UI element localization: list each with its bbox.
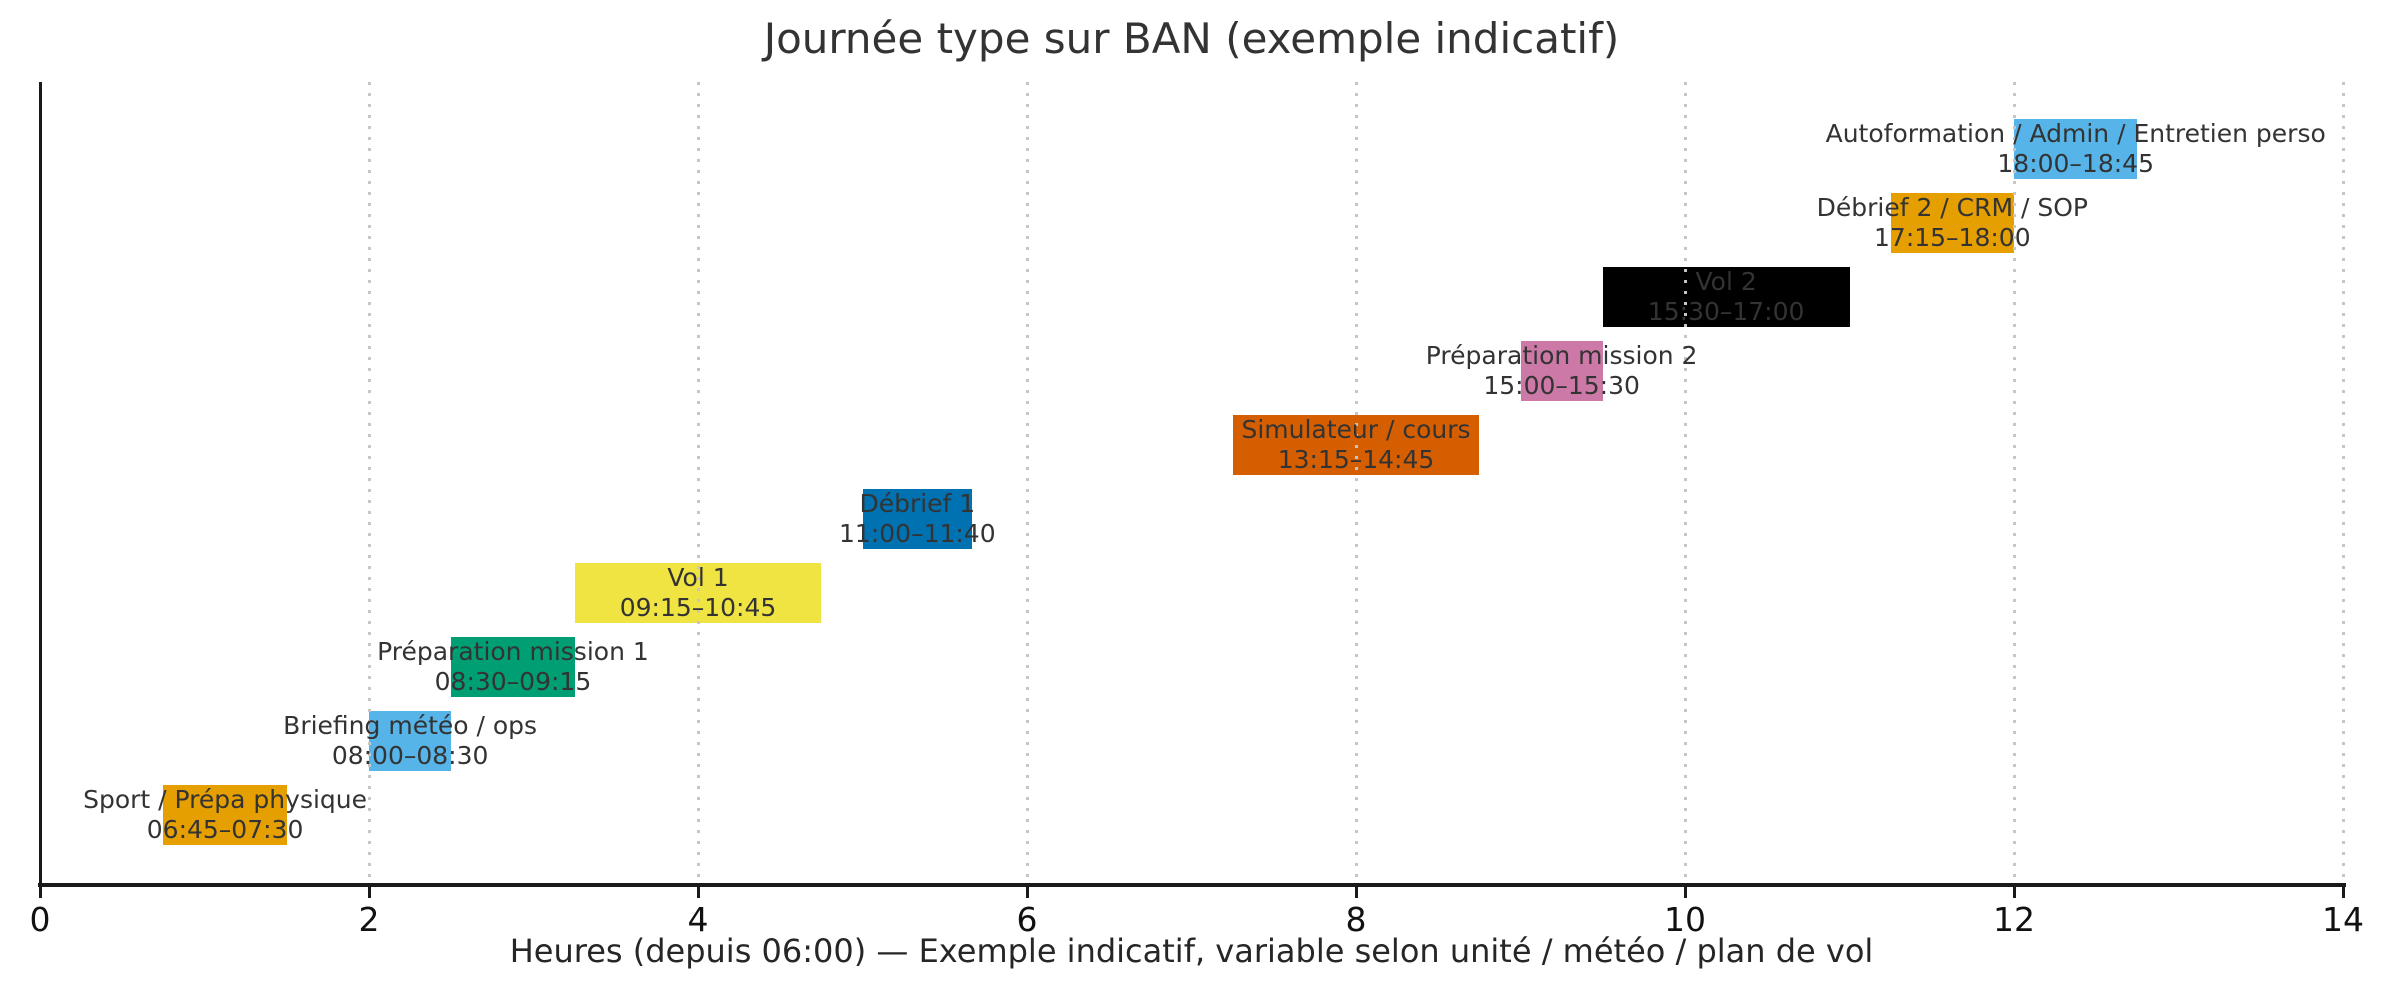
x-tick bbox=[2013, 887, 2016, 898]
gridline bbox=[1684, 82, 1687, 885]
gantt-bar bbox=[163, 785, 287, 845]
x-tick bbox=[697, 887, 700, 898]
gridline bbox=[1355, 82, 1358, 885]
x-tick-label: 6 bbox=[1016, 900, 1038, 939]
gridline bbox=[1026, 82, 1029, 885]
x-axis-label: Heures (depuis 06:00) — Exemple indicati… bbox=[509, 932, 1874, 970]
x-tick bbox=[368, 887, 371, 898]
x-tick bbox=[2342, 887, 2345, 898]
x-tick bbox=[1355, 887, 1358, 898]
x-tick bbox=[39, 887, 42, 898]
gridline bbox=[368, 82, 371, 885]
gantt-bar bbox=[1602, 267, 1850, 327]
gantt-bar bbox=[369, 711, 452, 771]
gridline bbox=[697, 82, 700, 885]
x-tick-label: 4 bbox=[687, 900, 709, 939]
x-tick-label: 2 bbox=[358, 900, 380, 939]
gantt-bar bbox=[2014, 119, 2138, 179]
x-tick-label: 12 bbox=[1993, 900, 2035, 939]
x-tick-label: 14 bbox=[2322, 900, 2364, 939]
x-tick-label: 10 bbox=[1664, 900, 1706, 939]
gridline bbox=[2013, 82, 2016, 885]
gridline bbox=[2342, 82, 2345, 885]
gantt-bar bbox=[1520, 341, 1603, 401]
x-tick bbox=[1026, 887, 1029, 898]
x-axis-spine bbox=[38, 883, 2346, 887]
x-tick-label: 8 bbox=[1345, 900, 1367, 939]
y-axis-spine bbox=[39, 82, 42, 886]
x-tick-label: 0 bbox=[29, 900, 51, 939]
gantt-bar bbox=[1890, 193, 2014, 253]
gantt-bar bbox=[451, 637, 575, 697]
chart-title: Journée type sur BAN (exemple indicatif) bbox=[763, 14, 1620, 63]
x-tick bbox=[1684, 887, 1687, 898]
gantt-bar bbox=[862, 489, 973, 549]
